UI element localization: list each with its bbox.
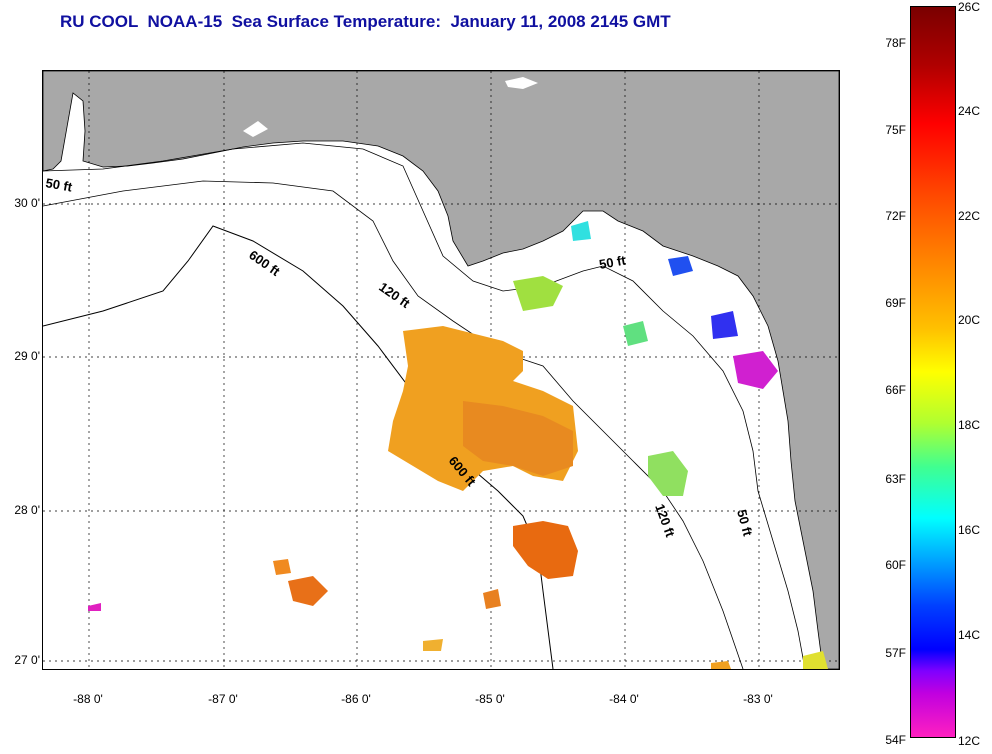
colorbar-c-label: 16C — [958, 523, 981, 537]
sst-patch-hot-2 — [288, 576, 328, 606]
colorbar-f-label: 66F — [885, 383, 906, 397]
lat-label: 30 0' — [14, 196, 40, 210]
sst-map[interactable]: 50 ft 600 ft 120 ft 50 ft 600 ft 120 ft … — [42, 70, 840, 670]
sst-patch-cyan — [571, 221, 591, 241]
colorbar-f-label: 60F — [885, 558, 906, 572]
bay — [243, 121, 268, 137]
lon-label: -87 0' — [208, 692, 238, 706]
lat-label: 28 0' — [14, 503, 40, 517]
contour-label: 120 ft — [376, 279, 413, 311]
sst-patch-blue-2 — [668, 256, 693, 276]
colorbar-f-label: 72F — [885, 209, 906, 223]
colorbar-f-label: 78F — [885, 36, 906, 50]
contour-label: 50 ft — [734, 508, 756, 538]
sst-patch-hot-3 — [273, 559, 291, 575]
lon-label: -88 0' — [73, 692, 103, 706]
contour-label: 600 ft — [246, 247, 283, 279]
lon-label: -86 0' — [341, 692, 371, 706]
colorbar-f-label: 63F — [885, 472, 906, 486]
land-mass — [43, 71, 839, 669]
lat-label: 27 0' — [14, 653, 40, 667]
colorbar-c-label: 22C — [958, 209, 981, 223]
lon-label: -85 0' — [475, 692, 505, 706]
sst-patch-green-2 — [623, 321, 648, 346]
sst-patch-hot-4 — [483, 589, 501, 609]
island — [505, 77, 538, 89]
colorbar-c-label: 18C — [958, 418, 981, 432]
map-canvas: 50 ft 600 ft 120 ft 50 ft 600 ft 120 ft … — [43, 71, 839, 669]
sst-patch-blue — [711, 311, 738, 339]
sst-patch-yellow — [803, 651, 828, 669]
colorbar-c-label: 12C — [958, 734, 981, 748]
sst-patch-magenta — [733, 351, 778, 389]
colorbar-c-label: 24C — [958, 104, 981, 118]
colorbar-c-label: 14C — [958, 628, 981, 642]
contour-label: 50 ft — [44, 175, 74, 195]
colorbar-c-label: 20C — [958, 313, 981, 327]
sst-patch-orange-small — [423, 639, 443, 651]
lon-label: -84 0' — [609, 692, 639, 706]
grid-lines — [43, 71, 839, 669]
chart-title: RU COOL NOAA-15 Sea Surface Temperature:… — [60, 12, 671, 31]
colorbar-c-label: 26C — [958, 0, 981, 14]
temperature-colorbar — [910, 6, 956, 738]
sst-patch-orange-mid — [463, 401, 573, 476]
lat-label: 29 0' — [14, 349, 40, 363]
colorbar-f-label: 57F — [885, 646, 906, 660]
sst-patch-magenta-2 — [88, 603, 101, 611]
contour-50ft — [43, 142, 806, 669]
sst-patch-hot — [513, 521, 578, 579]
sst-patch-green-3 — [648, 451, 688, 496]
sst-patch-green — [513, 276, 563, 311]
lon-label: -83 0' — [743, 692, 773, 706]
colorbar-f-label: 69F — [885, 296, 906, 310]
colorbar-f-label: 75F — [885, 123, 906, 137]
colorbar-f-label: 54F — [885, 733, 906, 747]
contour-label: 50 ft — [598, 252, 628, 272]
sst-patch-orange-bottom — [711, 661, 731, 669]
